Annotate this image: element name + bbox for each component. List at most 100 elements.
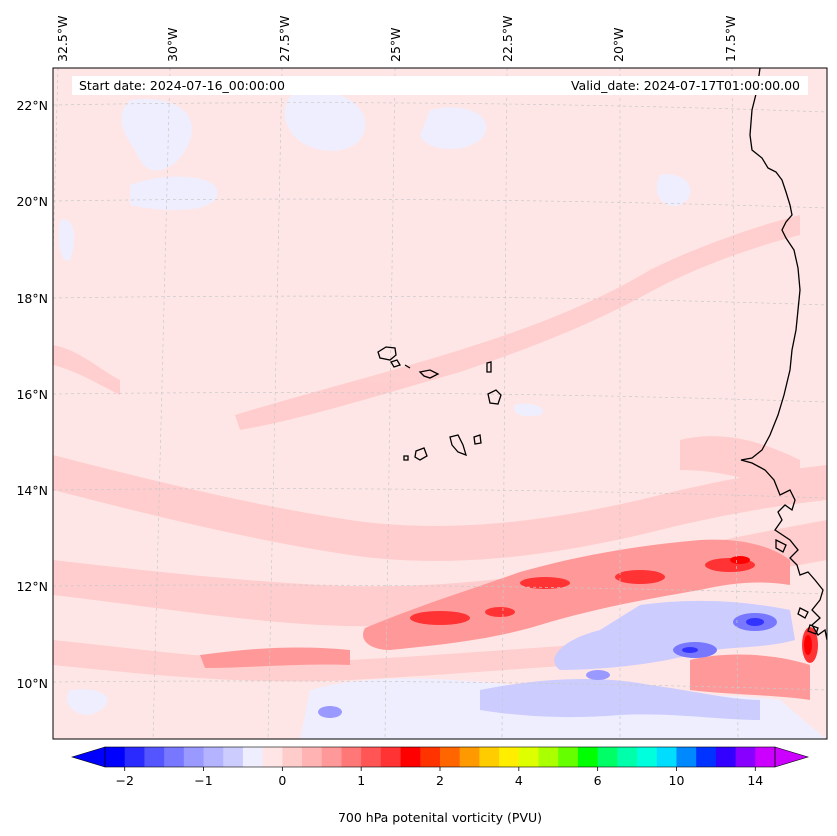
parallel-16n [53, 392, 827, 403]
parallel-20n [53, 198, 827, 209]
colorbar-cell [479, 747, 500, 767]
parallel-10n [53, 680, 827, 691]
colorbar-cell [558, 747, 579, 767]
colorbar-ticks: −2 −1 0 1 2 4 6 10 14 [115, 767, 763, 788]
mid-band-jet [362, 539, 790, 650]
colorbar-cell [538, 747, 559, 767]
lon-label-22-5w: 22.5°W [500, 16, 515, 62]
cape-verde-islands [377, 346, 502, 461]
light-band-central-1 [53, 455, 827, 561]
colorbar-cell [105, 747, 126, 767]
colorbar-cell [656, 747, 677, 767]
colorbar-cell [321, 747, 342, 767]
colorbar-label: 700 hPa potenital vorticity (PVU) [338, 810, 542, 825]
africa-coast [740, 68, 827, 641]
island-santa-luzia [404, 364, 411, 369]
colorbar-tick-label: 10 [669, 773, 685, 788]
lon-label-30w: 30°W [165, 27, 180, 62]
colorbar-cell [242, 747, 264, 767]
lat-label-10n: 10°N [16, 676, 48, 691]
colorbar-cell [124, 747, 145, 767]
coast-detail-bissau [807, 624, 819, 635]
colorbar-tick-label: 2 [436, 773, 444, 788]
island-maio [473, 434, 482, 445]
colorbar-cell [518, 747, 540, 767]
meridian-27-5w [267, 68, 283, 739]
light-band-coast [680, 436, 800, 500]
colorbar-tick-label: 1 [357, 773, 365, 788]
colorbar-cell [183, 747, 205, 767]
peak-2 [804, 635, 812, 655]
colorbar-cell [715, 747, 737, 767]
map-panel [53, 68, 827, 739]
meridian-22-5w [501, 68, 508, 739]
lat-label-14n: 14°N [16, 483, 48, 498]
colorbar-extend-low [70, 746, 106, 768]
core-5 [485, 607, 515, 617]
lat-label-20n: 20°N [16, 194, 48, 209]
core-3 [615, 570, 665, 584]
valid-date: Valid_date: 2024-07-17T01:00:00.00 [571, 78, 800, 93]
colorbar-tick-label: 6 [594, 773, 602, 788]
parallel-14n [53, 488, 827, 499]
lon-label-20w: 20°W [611, 27, 626, 62]
peak-1 [730, 556, 750, 564]
lat-label-16n: 16°N [16, 387, 48, 402]
colorbar-cell [676, 747, 697, 767]
parallel-18n [53, 295, 827, 306]
pale-blue-patch-mid [130, 176, 218, 210]
colorbar-cell [597, 747, 618, 767]
colorbar-cell [420, 747, 441, 767]
lon-label-27-5w: 27.5°W [277, 16, 292, 62]
colorbar-cell [341, 747, 362, 767]
colorbar-extend-high [774, 746, 810, 768]
header-box [72, 76, 808, 95]
pv-peak-cores [730, 556, 812, 655]
colorbar-cell [617, 747, 638, 767]
island-santo-antao [377, 346, 397, 361]
pale-blue-patch-north [284, 89, 366, 151]
lon-label-32-5w: 32.5°W [55, 16, 70, 62]
colorbar-cell [400, 747, 421, 767]
island-sao-vicente [390, 359, 401, 368]
colorbar-cell [361, 747, 382, 767]
coast-detail-guinea [797, 607, 809, 619]
light-band-central-2 [53, 520, 827, 627]
mid-band-west [200, 647, 350, 668]
light-blue-region [554, 600, 795, 670]
colorbar-cell [637, 747, 658, 767]
latitude-labels: 22°N 20°N 18°N 16°N 14°N 12°N 10°N [16, 98, 48, 691]
colorbar: −2 −1 0 1 2 4 6 10 14 700 hPa potenital vorticit… [70, 746, 810, 825]
core-1 [410, 611, 470, 625]
light-band-north-arc [235, 215, 800, 430]
blue-core-4 [682, 647, 698, 653]
colorbar-tick-label: 4 [515, 773, 523, 788]
island-brava [403, 455, 409, 461]
colorbar-tick-label: −1 [194, 773, 212, 788]
island-sao-nicolau [418, 369, 440, 379]
island-sal [486, 361, 492, 373]
coast-detail-senegal [775, 538, 787, 553]
pv-blue-anomalies [318, 600, 795, 720]
pale-blue-patch-island [514, 403, 544, 417]
coastline [740, 68, 827, 641]
pale-blue-patch-nw [121, 99, 192, 171]
pale-blue-patch-west [58, 219, 75, 261]
island-santiago [449, 434, 467, 457]
pale-blue-patch-ne [656, 174, 691, 206]
meridian-17-5w [731, 68, 739, 739]
pv-strong-cores [410, 558, 818, 663]
graticule [53, 68, 827, 739]
colorbar-tick-label: −2 [115, 773, 133, 788]
colorbar-cell [499, 747, 520, 767]
colorbar-cell [735, 747, 756, 767]
map-frame [52, 67, 828, 740]
colorbar-cell [459, 747, 480, 767]
island-boa-vista [487, 389, 502, 405]
meridian-25w [384, 68, 396, 739]
colorbar-cell [144, 747, 165, 767]
lat-label-18n: 18°N [16, 291, 48, 306]
pale-blue-patch-sw [66, 689, 108, 715]
colorbar-cell [380, 747, 402, 767]
